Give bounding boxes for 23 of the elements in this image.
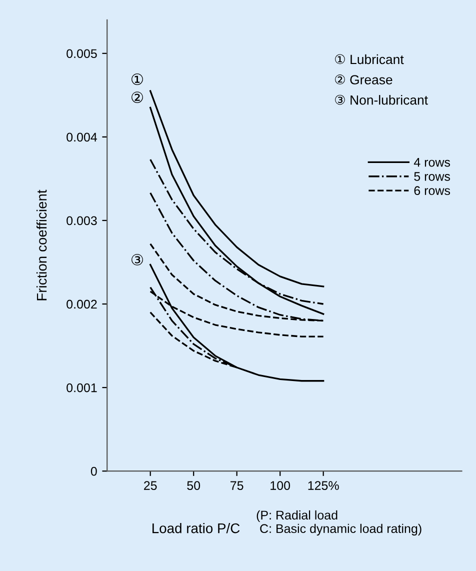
y-tick-label: 0.003 — [66, 216, 97, 226]
y-tick-label: 0.002 — [66, 300, 97, 309]
annotation: ① — [132, 74, 143, 85]
x-tick-label: 50 — [187, 481, 200, 490]
annotation: ② — [132, 92, 143, 104]
y-tick-label: 0.004 — [66, 132, 98, 142]
legend-label: 4 rows — [414, 158, 450, 167]
x-axis-title: Load ratio P/C — [152, 523, 240, 534]
y-tick-label: 0.001 — [66, 383, 97, 392]
legend-label: 5 rows — [414, 172, 450, 181]
annotation: ③ Non-lubricant — [335, 94, 428, 105]
y-axis-title: Friction coefficient — [36, 190, 47, 300]
x-tick-label: 100 — [270, 481, 290, 490]
x-tick-label: 75 — [230, 481, 244, 490]
x-tick-label: 25 — [144, 481, 157, 490]
x-tick-label: 125% — [308, 481, 339, 490]
y-tick-label: 0 — [90, 466, 97, 476]
annotation: ③ — [132, 254, 143, 266]
text: (P: Radial load C: Basic dynamic load rating) — [256, 510, 422, 536]
annotation: ② Grease — [335, 74, 392, 84]
y-tick-label: 0.005 — [66, 49, 97, 58]
annotation: ① Lubricant — [335, 54, 404, 64]
legend-label: 6 rows — [414, 186, 450, 196]
